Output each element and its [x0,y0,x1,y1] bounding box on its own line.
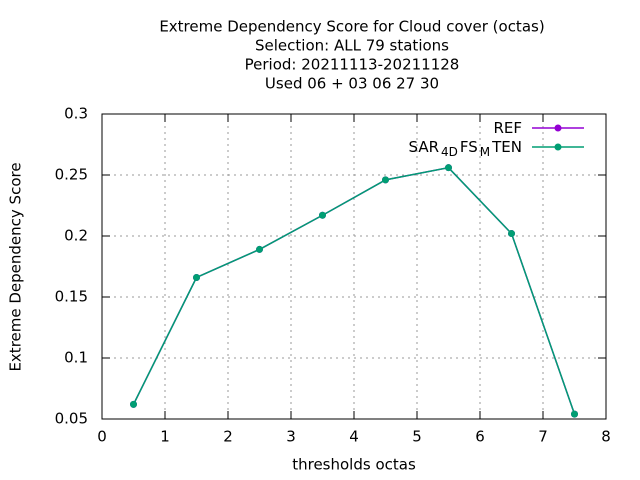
data-point [319,211,326,219]
data-point [571,410,578,418]
legend-label-part: FS [460,138,478,156]
data-point [256,245,263,253]
y-tick-label: 0.3 [64,105,88,123]
chart-subtitle: Selection: ALL 79 stations [255,37,449,55]
y-tick-label: 0.15 [55,288,88,306]
legend-label-part: TEN [491,138,522,156]
legend-marker [554,124,562,132]
data-point [130,400,137,408]
plot-frame [101,113,607,420]
y-axis-label: Extreme Dependency Score [7,162,25,371]
data-point [193,273,200,281]
legend-label: REF [493,119,522,137]
x-tick-label: 6 [475,428,485,446]
data-point [445,164,452,172]
y-tick-label: 0.1 [64,349,88,367]
x-tick-label: 5 [412,428,422,446]
legend-label-part: REF [493,119,522,137]
y-tick-label: 0.25 [55,166,88,184]
y-tick-label: 0.2 [64,227,88,245]
x-tick-label: 0 [97,428,107,446]
chart-title: Extreme Dependency Score for Cloud cover… [159,18,544,36]
chart-subtitle: Period: 20211113-20211128 [245,56,460,74]
x-tick-label: 4 [349,428,359,446]
x-tick-label: 2 [223,428,233,446]
legend-label-part: 4D [441,145,458,159]
x-tick-label: 1 [160,428,170,446]
legend-label-part: M [480,145,490,159]
data-point [508,230,515,238]
legend-marker [554,143,562,151]
series-line [132,166,576,415]
chart-subtitle: Used 06 + 03 06 27 30 [265,75,439,93]
data-point [382,176,389,184]
x-axis-label: thresholds octas [292,456,416,474]
x-tick-label: 3 [286,428,296,446]
y-tick-label: 0.05 [55,410,88,428]
legend-label: SAR 4D FS M TEN [409,138,522,159]
x-tick-label: 8 [601,428,611,446]
x-tick-label: 7 [538,428,548,446]
legend-label-part: SAR [409,138,439,156]
